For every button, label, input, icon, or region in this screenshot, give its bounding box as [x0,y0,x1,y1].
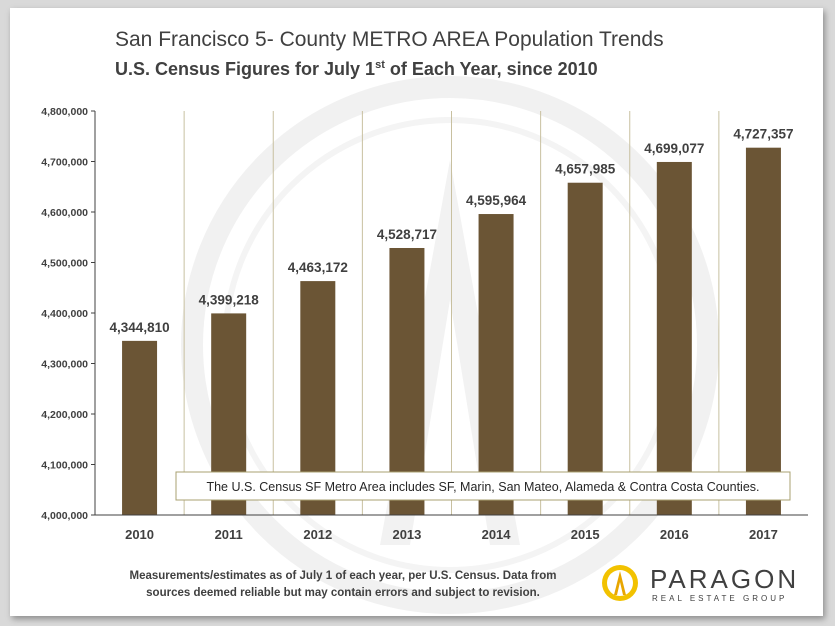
y-tick-label: 4,700,000 [41,157,88,169]
chart-title: San Francisco 5- County METRO AREA Popul… [115,28,664,51]
y-tick-label: 4,000,000 [41,510,88,522]
watermark-logo [181,76,719,614]
y-tick-label: 4,100,000 [41,460,88,472]
bar-value-label: 4,595,964 [466,193,527,208]
x-tick-label: 2012 [303,527,332,542]
note-box: The U.S. Census SF Metro Area includes S… [175,471,791,501]
bar-value-label: 4,463,172 [288,260,348,275]
footer-line-1: Measurements/estimates as of July 1 of e… [129,570,557,582]
subtitle-before: U.S. Census Figures for July 1 [115,59,376,79]
y-tick-label: 4,500,000 [41,258,88,270]
x-tick-label: 2015 [571,527,600,542]
bar-2013 [389,247,425,515]
footer-line-2: sources deemed reliable but may contain … [146,587,540,599]
y-tick-label: 4,800,000 [41,106,88,118]
bar-2016 [656,161,692,515]
subtitle-after: of Each Year, since 2010 [384,59,598,79]
paragon-mark-icon [602,565,638,601]
x-tick-label: 2017 [749,527,778,542]
y-tick-label: 4,300,000 [41,359,88,371]
bar-value-label: 4,727,357 [733,127,793,142]
bar-2010 [122,340,158,515]
subtitle-superscript: st [375,59,385,71]
logo-wordmark: PARAGON [650,564,800,594]
footer-note: Measurements/estimates as of July 1 of e… [118,568,568,602]
bar-value-label: 4,344,810 [110,320,170,335]
bar-2015 [567,182,603,515]
bar-2014 [478,214,514,515]
x-tick-label: 2013 [392,527,421,542]
bar-2017 [745,147,781,516]
x-tick-label: 2011 [215,527,243,542]
paragon-logo: PARAGON REAL ESTATE GROUP [600,562,810,608]
chart-subtitle: U.S. Census Figures for July 1st of Each… [115,59,598,80]
bar-value-label: 4,399,218 [199,292,260,307]
y-tick-label: 4,200,000 [41,409,88,421]
x-tick-label: 2014 [482,527,512,542]
x-tick-label: 2010 [125,527,154,542]
x-tick-label: 2016 [660,527,689,542]
bar-value-label: 4,528,717 [377,227,437,242]
y-tick-label: 4,400,000 [41,308,88,320]
bar-value-label: 4,657,985 [555,162,616,177]
note-text: The U.S. Census SF Metro Area includes S… [206,480,759,494]
logo-subtitle: REAL ESTATE GROUP [652,594,788,603]
bar-value-label: 4,699,077 [644,141,704,156]
y-tick-label: 4,600,000 [41,207,88,219]
